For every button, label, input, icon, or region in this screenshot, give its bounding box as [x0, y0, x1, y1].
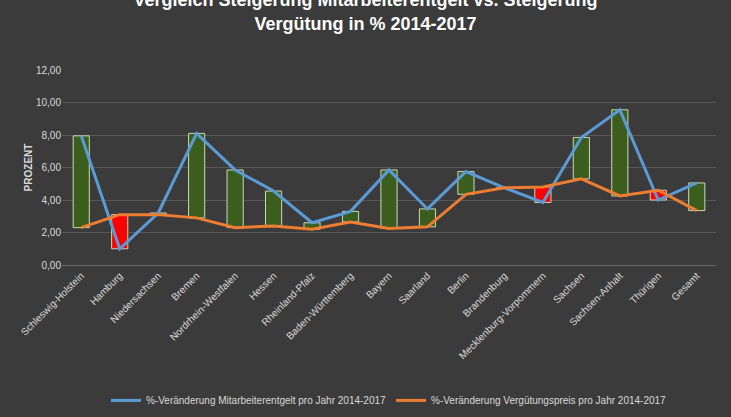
- svg-text:Rheinland-Pfalz: Rheinland-Pfalz: [259, 270, 317, 328]
- svg-text:Bremen: Bremen: [169, 270, 202, 303]
- svg-text:0,00: 0,00: [42, 260, 62, 271]
- svg-text:Hamburg: Hamburg: [88, 270, 125, 307]
- svg-text:Thürigen: Thürigen: [628, 270, 664, 306]
- svg-text:PROZENT: PROZENT: [23, 144, 34, 192]
- svg-text:%-Veränderung Vergütungspreis: %-Veränderung Vergütungspreis pro Jahr 2…: [431, 395, 666, 406]
- svg-text:Bayern: Bayern: [364, 270, 394, 300]
- svg-text:Gesamt: Gesamt: [669, 270, 702, 303]
- svg-text:8,00: 8,00: [42, 130, 62, 141]
- svg-text:Mecklenburg-Vorpommern: Mecklenburg-Vorpommern: [457, 270, 548, 361]
- svg-text:10,00: 10,00: [36, 97, 61, 108]
- svg-text:Brandenburg: Brandenburg: [461, 270, 510, 319]
- svg-text:Vergleich Steigerung Mitarbeit: Vergleich Steigerung Mitarbeiterentgelt …: [133, 0, 597, 34]
- svg-text:2,00: 2,00: [42, 227, 62, 238]
- svg-text:Sachsen-Anhalt: Sachsen-Anhalt: [567, 270, 625, 328]
- svg-text:Niedersachsen: Niedersachsen: [108, 270, 163, 325]
- svg-text:6,00: 6,00: [42, 162, 62, 173]
- svg-text:Nordrhein-Westfalen: Nordrhein-Westfalen: [168, 270, 241, 343]
- svg-text:Sachsen: Sachsen: [551, 270, 586, 305]
- svg-text:4,00: 4,00: [42, 195, 62, 206]
- svg-text:12,00: 12,00: [36, 65, 61, 76]
- svg-text:Schleswig-Holstein: Schleswig-Holstein: [19, 270, 87, 338]
- svg-text:Berlin: Berlin: [445, 270, 471, 296]
- svg-text:%-Veränderung Mitarbeiterentge: %-Veränderung Mitarbeiterentgelt pro Jah…: [146, 395, 386, 406]
- svg-text:Hessen: Hessen: [247, 270, 279, 302]
- svg-text:Saarland: Saarland: [396, 270, 432, 306]
- svg-text:Baden-Württemberg: Baden-Württemberg: [284, 270, 355, 341]
